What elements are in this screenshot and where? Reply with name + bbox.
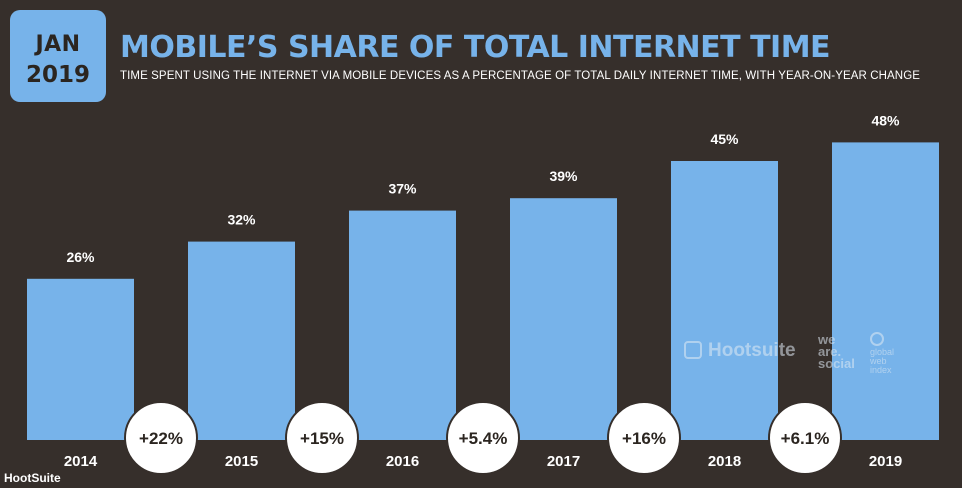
category-label-2016: 2016	[386, 453, 419, 470]
we-are-social-watermark: we are. social	[818, 332, 858, 371]
owl-logo-icon	[684, 341, 702, 359]
yoy-change-label: +16%	[622, 429, 666, 448]
yoy-change-circle	[124, 401, 198, 475]
was-line: we	[818, 332, 836, 347]
source-credit: HootSuite	[4, 471, 61, 485]
gwi-line: global	[870, 347, 895, 357]
partner-watermark: Hootsuite we are. social global web inde…	[684, 330, 924, 380]
was-line: are.	[818, 344, 842, 359]
was-line: social	[818, 356, 855, 371]
hootsuite-watermark-text: Hootsuite	[708, 340, 796, 361]
category-label-2019: 2019	[869, 453, 902, 470]
yoy-change-circle	[446, 401, 520, 475]
value-label-2014: 26%	[66, 249, 95, 265]
yoy-change-label: +22%	[139, 429, 183, 448]
bar-2015	[188, 241, 295, 440]
category-label-2018: 2018	[708, 453, 741, 470]
yoy-change-label: +15%	[300, 429, 344, 448]
chart-title: MOBILE’S SHARE OF TOTAL INTERNET TIME	[120, 30, 831, 65]
date-badge: JAN 2019	[10, 10, 106, 102]
value-label-2016: 37%	[388, 181, 417, 197]
badge-month: JAN	[35, 32, 81, 57]
bar-2016	[349, 210, 456, 440]
bar-2017	[510, 198, 617, 440]
value-label-2015: 32%	[227, 212, 256, 228]
bar-2018	[671, 161, 778, 440]
yoy-change-circle	[768, 401, 842, 475]
yoy-change-label: +6.1%	[781, 429, 830, 448]
gwi-line: web	[870, 356, 887, 366]
value-label-2018: 45%	[710, 131, 739, 147]
yoy-change-label: +5.4%	[459, 429, 508, 448]
value-label-2019: 48%	[871, 112, 900, 128]
category-label-2017: 2017	[547, 453, 580, 470]
category-label-2014: 2014	[64, 453, 98, 470]
bar-2014	[27, 278, 134, 440]
value-label-2017: 39%	[549, 168, 578, 184]
yoy-change-circle	[607, 401, 681, 475]
hootsuite-watermark: Hootsuite	[684, 340, 796, 362]
gwi-logo-icon	[870, 332, 884, 346]
yoy-change-circle	[285, 401, 359, 475]
chart-subtitle: TIME SPENT USING THE INTERNET VIA MOBILE…	[120, 70, 921, 82]
gwi-line: index	[870, 365, 892, 375]
category-label-2015: 2015	[225, 453, 258, 470]
global-web-index-watermark: global web index	[870, 332, 910, 375]
badge-year: 2019	[25, 62, 90, 88]
bar-2019	[832, 142, 939, 440]
